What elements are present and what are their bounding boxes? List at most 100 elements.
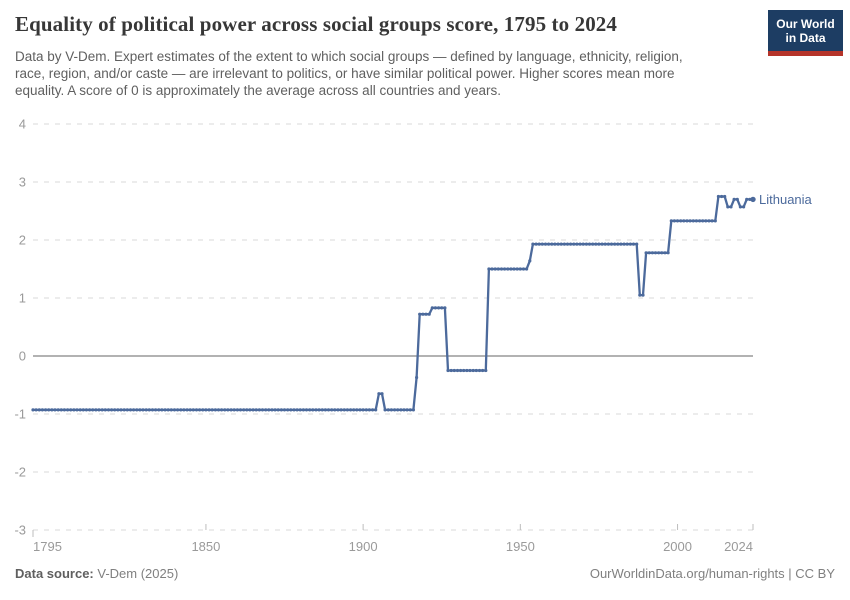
data-point bbox=[490, 267, 494, 271]
chart-footer: Data source: V-Dem (2025) OurWorldinData… bbox=[15, 566, 835, 581]
data-point bbox=[518, 267, 522, 271]
data-point bbox=[213, 408, 217, 412]
data-point bbox=[257, 408, 261, 412]
y-axis-tick-label: 3 bbox=[19, 175, 26, 190]
data-point bbox=[374, 408, 378, 412]
data-point bbox=[358, 408, 362, 412]
data-point bbox=[226, 408, 230, 412]
data-point bbox=[600, 242, 604, 246]
data-point bbox=[657, 251, 661, 255]
subtitle-line: equality. A score of 0 is approximately … bbox=[15, 83, 502, 98]
data-point bbox=[223, 408, 227, 412]
data-point bbox=[569, 242, 573, 246]
data-point bbox=[383, 408, 387, 412]
data-point bbox=[326, 408, 331, 412]
x-axis-tick-label: 2000 bbox=[663, 539, 692, 554]
data-point bbox=[710, 219, 714, 223]
data-point bbox=[641, 293, 645, 297]
data-point bbox=[421, 312, 425, 316]
x-axis-tick-label: 1850 bbox=[191, 539, 220, 554]
data-point bbox=[694, 219, 699, 223]
data-point bbox=[276, 408, 280, 412]
data-point bbox=[635, 242, 639, 246]
data-point bbox=[34, 408, 38, 412]
y-axis-tick-label: -1 bbox=[14, 407, 26, 422]
y-axis-tick-label: 4 bbox=[19, 117, 26, 132]
data-point bbox=[361, 408, 365, 412]
data-point bbox=[468, 368, 472, 373]
y-axis-tick-label: 2 bbox=[19, 233, 26, 248]
data-point bbox=[242, 408, 246, 412]
data-point bbox=[650, 251, 655, 255]
data-point bbox=[62, 408, 66, 412]
data-point bbox=[521, 267, 526, 271]
data-point bbox=[597, 242, 601, 246]
data-point bbox=[399, 408, 403, 412]
data-point bbox=[653, 251, 658, 255]
data-point bbox=[688, 219, 692, 223]
data-point bbox=[188, 408, 192, 412]
data-point bbox=[166, 408, 170, 412]
data-point bbox=[172, 408, 177, 412]
data-point bbox=[116, 408, 120, 412]
data-point bbox=[47, 408, 51, 412]
data-point bbox=[418, 312, 422, 316]
data-point bbox=[625, 242, 629, 246]
data-point bbox=[267, 408, 271, 412]
data-point bbox=[581, 242, 585, 246]
data-point bbox=[245, 408, 249, 412]
data-point bbox=[660, 251, 664, 255]
y-axis-tick-label: 0 bbox=[19, 349, 26, 364]
data-point bbox=[317, 408, 321, 412]
data-point bbox=[119, 408, 123, 412]
data-point bbox=[128, 408, 133, 412]
data-point bbox=[364, 408, 368, 412]
subtitle-line: race, region, and/or caste — are irrelev… bbox=[15, 66, 675, 81]
data-point bbox=[78, 408, 82, 412]
data-point bbox=[720, 194, 724, 199]
data-point bbox=[484, 368, 488, 373]
series-line-lithuania bbox=[33, 195, 753, 412]
data-point bbox=[738, 205, 743, 209]
data-point bbox=[289, 408, 293, 412]
data-point bbox=[704, 219, 708, 223]
data-point bbox=[594, 242, 598, 246]
data-point bbox=[735, 197, 739, 201]
data-point bbox=[37, 408, 41, 412]
data-point bbox=[113, 408, 117, 412]
data-point bbox=[496, 267, 500, 271]
data-point bbox=[622, 242, 626, 246]
data-point bbox=[106, 408, 111, 412]
data-point bbox=[556, 242, 560, 246]
data-point bbox=[647, 251, 651, 255]
data-point bbox=[56, 408, 60, 412]
data-point bbox=[229, 408, 233, 412]
data-point bbox=[386, 408, 390, 412]
series-entity-label: Lithuania bbox=[759, 192, 813, 207]
data-point bbox=[477, 368, 482, 373]
data-point bbox=[433, 306, 437, 310]
data-point bbox=[707, 219, 711, 223]
data-point bbox=[103, 408, 107, 412]
data-point bbox=[525, 267, 529, 271]
data-point bbox=[157, 408, 161, 412]
data-point bbox=[405, 408, 409, 412]
data-point bbox=[402, 408, 406, 412]
data-point bbox=[437, 306, 441, 310]
footer-citation-link[interactable]: OurWorldinData.org/human-rights | CC BY bbox=[589, 566, 835, 581]
data-point bbox=[147, 408, 151, 412]
data-point bbox=[100, 408, 104, 412]
data-point bbox=[512, 267, 516, 271]
data-point bbox=[411, 408, 415, 412]
data-point bbox=[427, 312, 431, 316]
data-point bbox=[345, 408, 349, 412]
data-point bbox=[279, 408, 283, 412]
data-point bbox=[675, 219, 680, 223]
x-axis: 1795 1850 1900 1950 2000 2024 bbox=[32, 524, 754, 554]
data-point bbox=[333, 408, 337, 412]
data-point bbox=[606, 242, 611, 246]
data-point bbox=[462, 368, 466, 373]
data-point bbox=[716, 194, 721, 199]
owid-logo-line1: Our World bbox=[776, 16, 835, 31]
